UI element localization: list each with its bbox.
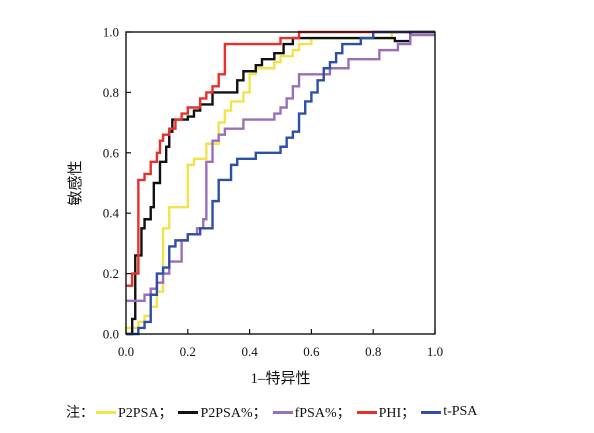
legend-label: P2PSA； <box>118 406 173 421</box>
legend-item-p2psa-pct: P2PSA%； <box>178 402 267 422</box>
y-axis-title: 敏感性 <box>67 160 84 205</box>
x-axis-ticks: 0.0 0.2 0.4 0.6 0.8 1.0 <box>118 329 443 359</box>
roc-curve-p2psa <box>124 30 435 334</box>
legend-item-phi: PHI； <box>356 402 416 422</box>
y-axis-ticks: 0.0 0.2 0.4 0.6 0.8 1.0 <box>103 25 131 342</box>
x-tick-label: 0.8 <box>365 344 381 359</box>
roc-curve-fpsa-pct <box>126 33 435 302</box>
y-tick-label: 0.6 <box>103 145 120 160</box>
roc-curve-phi <box>126 30 435 287</box>
legend-label: t-PSA <box>443 404 478 419</box>
legend-label: P2PSA%； <box>200 406 267 421</box>
x-axis-title: 1–特异性 <box>250 370 310 387</box>
legend-items: P2PSA； P2PSA%； fPSA%； PHI； t-PSA <box>96 402 477 422</box>
legend-label: fPSA%； <box>294 406 351 421</box>
legend-swatch <box>272 410 293 414</box>
legend-item-t-psa: t-PSA <box>421 404 477 420</box>
legend-swatch <box>178 410 199 414</box>
y-tick-label: 0.2 <box>103 266 119 281</box>
plot-frame <box>125 31 436 335</box>
roc-curves <box>124 30 435 336</box>
x-tick-label: 0.0 <box>118 344 134 359</box>
y-tick-label: 0.0 <box>103 327 119 342</box>
roc-chart: 0.0 0.2 0.4 0.6 0.8 1.0 0.0 0.2 0.4 0.6 0.8 1.0 1–… <box>67 25 443 388</box>
y-tick-label: 0.4 <box>103 206 120 221</box>
legend-swatch <box>96 410 116 414</box>
legend: 注： P2PSA； P2PSA%； fPSA%； PHI； t-PSA <box>66 401 477 423</box>
y-tick-label: 1.0 <box>103 25 119 40</box>
legend-swatch <box>356 410 377 414</box>
x-tick-label: 0.6 <box>303 344 320 359</box>
x-tick-label: 1.0 <box>427 344 443 359</box>
legend-label: PHI； <box>378 406 416 421</box>
y-tick-label: 0.8 <box>103 85 119 100</box>
roc-curve-t-psa <box>126 30 435 336</box>
legend-prefix: 注： <box>66 406 94 421</box>
roc-curve-p2psa-pct <box>126 30 435 336</box>
x-tick-label: 0.2 <box>180 344 196 359</box>
legend-item-fpsa-pct: fPSA%； <box>272 402 351 422</box>
legend-swatch <box>421 410 442 414</box>
x-tick-label: 0.4 <box>241 344 258 359</box>
legend-item-p2psa: P2PSA； <box>96 402 172 422</box>
